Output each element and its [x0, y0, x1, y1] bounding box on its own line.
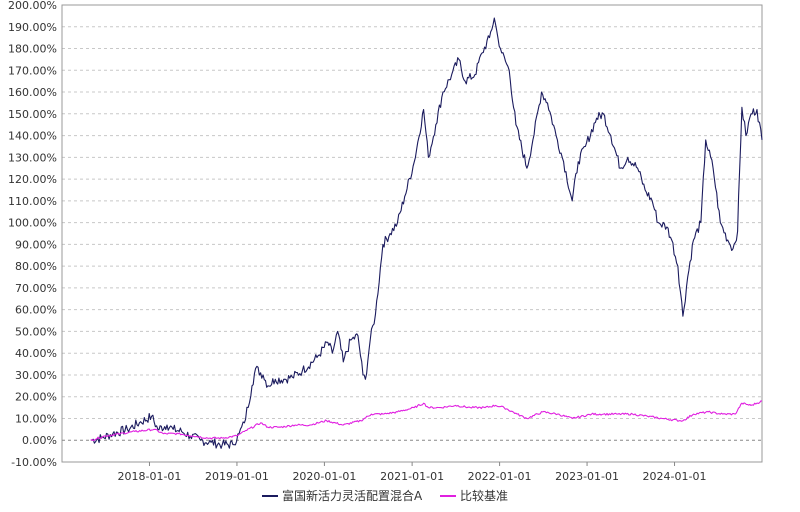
- grid-lines: [62, 4, 762, 463]
- y-tick-label: 170.00%: [8, 64, 57, 77]
- y-tick-label: 10.00%: [15, 412, 57, 425]
- y-tick-label: 50.00%: [15, 325, 57, 338]
- y-tick-label: 150.00%: [8, 108, 57, 121]
- y-tick-label: 200.00%: [8, 0, 57, 12]
- y-tick-label: 100.00%: [8, 217, 57, 230]
- y-tick-label: 20.00%: [15, 391, 57, 404]
- y-tick-label: 40.00%: [15, 347, 57, 360]
- y-tick-label: 30.00%: [15, 369, 57, 382]
- y-tick-label: 180.00%: [8, 43, 57, 56]
- x-tick-label: 2019-01-01: [205, 470, 269, 483]
- series-lines: [90, 17, 763, 449]
- y-tick-label: 190.00%: [8, 21, 57, 34]
- y-tick-label: 140.00%: [8, 130, 57, 143]
- y-tick-label: 60.00%: [15, 304, 57, 317]
- y-tick-label: 130.00%: [8, 151, 57, 164]
- series-line-1: [90, 17, 763, 449]
- x-tick-label: 2020-01-01: [292, 470, 356, 483]
- y-tick-label: 160.00%: [8, 86, 57, 99]
- plot-area-frame: [61, 4, 763, 463]
- x-tick-label: 2018-01-01: [118, 470, 182, 483]
- x-tick-label: 2022-01-01: [468, 470, 532, 483]
- y-axis-labels: -10.00% 0.00% 10.00% 20.00% 30.00% 40.00% 50.0…: [8, 0, 57, 469]
- y-tick-label: 110.00%: [8, 195, 57, 208]
- x-tick-label: 2023-01-01: [555, 470, 619, 483]
- y-tick-label: 70.00%: [15, 282, 57, 295]
- legend-label: 比较基准: [460, 488, 508, 503]
- series-line-2: [90, 400, 763, 442]
- y-tick-label: 80.00%: [15, 260, 57, 273]
- x-axis-labels: 2018-01-01 2019-01-01 2020-01-01 2021-01-01…: [118, 462, 707, 483]
- legend-label: 富国新活力灵活配置混合A: [282, 488, 423, 503]
- x-tick-label: 2024-01-01: [643, 470, 707, 483]
- y-tick-label: -10.00%: [11, 456, 57, 469]
- x-tick-label: 2021-01-01: [380, 470, 444, 483]
- y-tick-label: 90.00%: [15, 238, 57, 251]
- y-tick-label: 120.00%: [8, 173, 57, 186]
- legend: 富国新活力灵活配置混合A 比较基准: [262, 488, 508, 503]
- y-tick-label: 0.00%: [22, 434, 57, 447]
